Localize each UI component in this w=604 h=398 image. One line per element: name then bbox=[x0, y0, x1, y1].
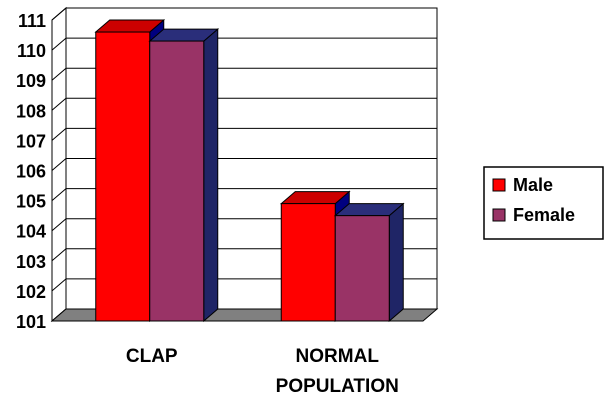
gridline-side-7 bbox=[51, 97, 67, 111]
gridline-side-2 bbox=[51, 248, 67, 262]
bar-female-1 bbox=[333, 202, 405, 323]
bar-male-0 bbox=[94, 18, 166, 323]
y-tick-label: 105 bbox=[16, 192, 46, 212]
legend-swatch-male bbox=[492, 178, 506, 192]
y-tick-label: 108 bbox=[16, 101, 46, 121]
x-axis-categories: CLAP NORMAL POPULATION bbox=[126, 346, 399, 397]
x-category-label: NORMAL bbox=[296, 346, 380, 367]
y-tick-label: 111 bbox=[18, 11, 46, 31]
legend-swatch-female bbox=[492, 208, 506, 222]
bar-side bbox=[388, 202, 404, 323]
bar-front bbox=[334, 215, 390, 322]
bar-side bbox=[203, 27, 219, 323]
x-category-label: CLAP bbox=[126, 346, 178, 367]
legend-label-male: Male bbox=[513, 175, 553, 195]
y-tick-label: 101 bbox=[16, 312, 46, 332]
y-tick-label: 102 bbox=[16, 282, 46, 302]
gridline-side-1 bbox=[51, 278, 67, 292]
legend-label-female: Female bbox=[513, 205, 575, 225]
y-tick-label: 107 bbox=[16, 131, 46, 151]
gridline-side-6 bbox=[51, 128, 67, 141]
y-tick-label: 110 bbox=[17, 41, 46, 61]
y-tick-label: 104 bbox=[16, 222, 46, 242]
bar-front bbox=[149, 40, 205, 322]
bar-front bbox=[95, 31, 151, 322]
gridline-side-8 bbox=[51, 67, 67, 81]
gridline-side-4 bbox=[51, 188, 67, 201]
gridline-side-5 bbox=[51, 158, 67, 171]
y-tick-label: 103 bbox=[16, 252, 46, 272]
bar-front bbox=[280, 203, 336, 322]
y-tick-label: 109 bbox=[16, 71, 46, 91]
gridline-side-3 bbox=[51, 218, 67, 232]
bars bbox=[94, 18, 405, 323]
legend: Male Female bbox=[483, 166, 604, 240]
y-tick-label: 106 bbox=[16, 162, 46, 182]
x-category-label: POPULATION bbox=[276, 376, 399, 397]
gridline-side-10 bbox=[51, 7, 67, 21]
y-axis-ticks: 101 102 103 104 105 106 107 108 109 110 111 bbox=[16, 11, 46, 332]
gridline-side-9 bbox=[51, 37, 67, 51]
bar-female-0 bbox=[148, 27, 220, 323]
